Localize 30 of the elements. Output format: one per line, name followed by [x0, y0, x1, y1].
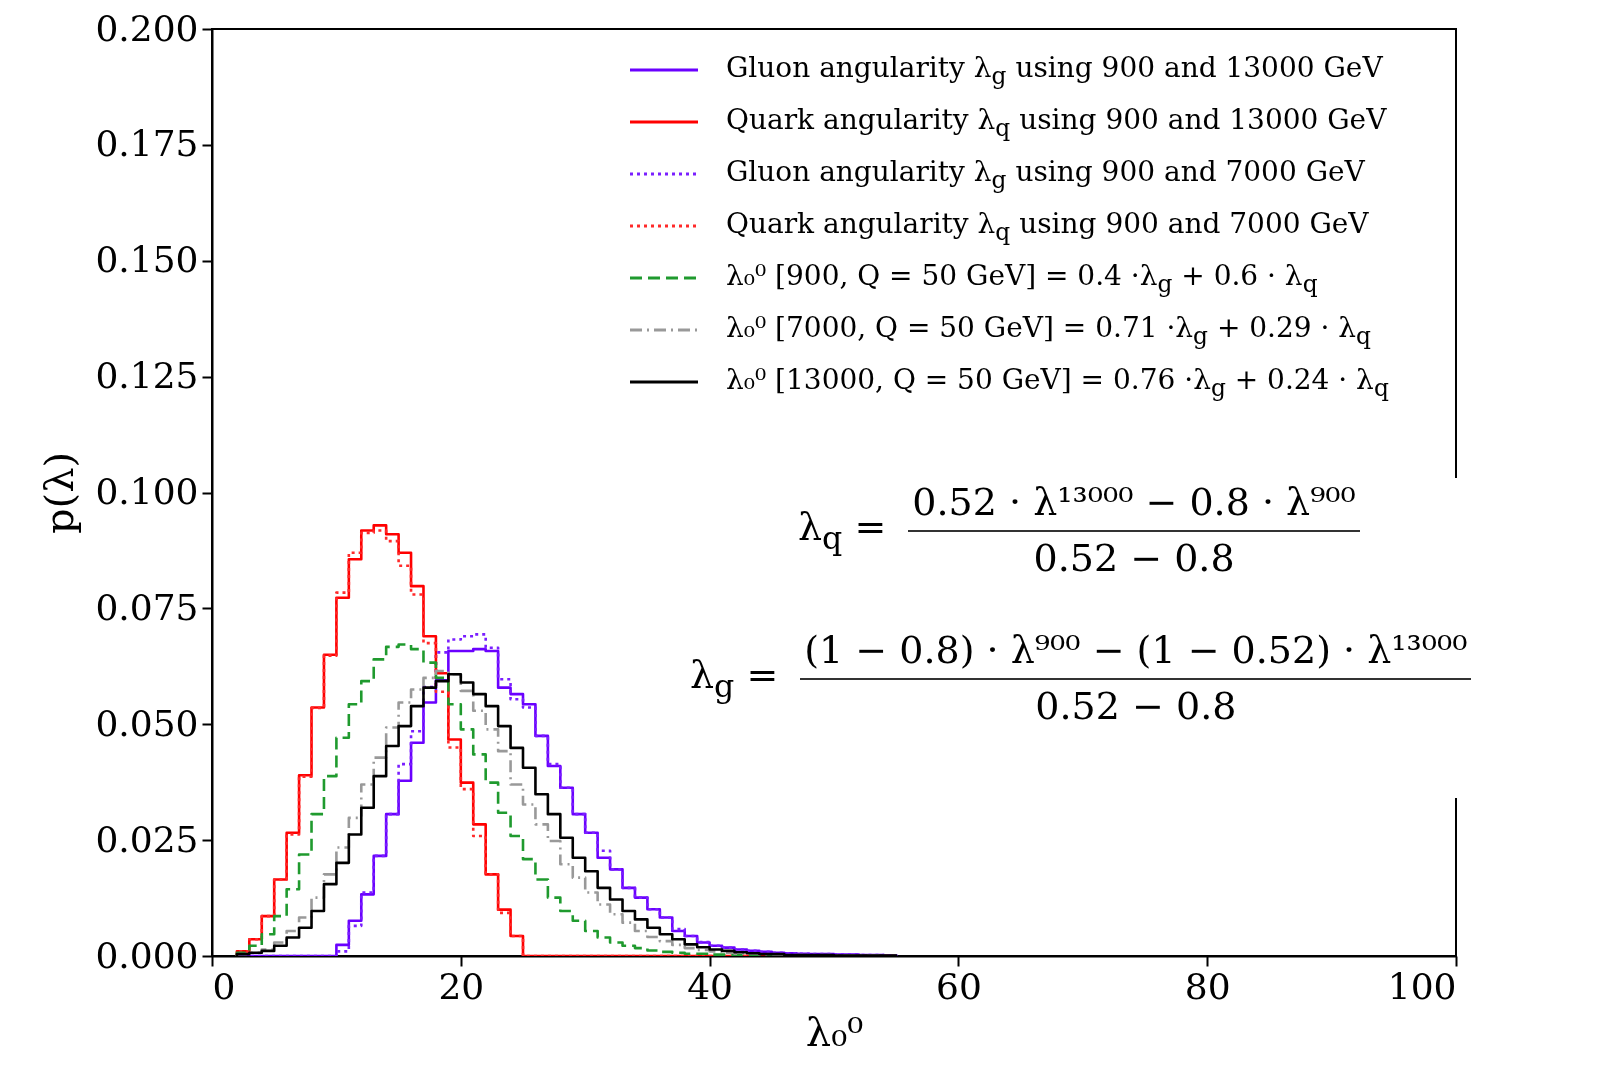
legend-label: λ₀⁰ [900, Q = 50 GeV] = 0.4 ·λ$_{g}$ + 0.6 · λ$_{q}$ — [726, 258, 1318, 298]
annotation: (1 − 0.8) · λ⁹⁰⁰ − (1 − 0.52) · λ¹³⁰⁰⁰ — [800, 628, 1472, 680]
y-tick-label: 0.100 — [95, 471, 199, 512]
annotation: λ$_{g}$ = — [690, 652, 779, 704]
annotation: 0.52 · λ¹³⁰⁰⁰ − 0.8 · λ⁹⁰⁰ — [908, 480, 1360, 532]
legend-label: Gluon angularity λ$_{g}$ using 900 and 7000 GeV — [726, 154, 1365, 194]
legend-label: Quark angularity λ$_{q}$ using 900 and 7000 GeV — [726, 206, 1369, 246]
annotation: λ$_{q}$ = — [798, 504, 887, 556]
y-tick-label: 0.150 — [95, 239, 199, 281]
y-axis-title: p(λ) — [36, 451, 83, 535]
y-tick-label: 0.000 — [95, 934, 199, 976]
x-tick-label: 100 — [1387, 965, 1457, 1007]
y-tick-label: 0.075 — [95, 586, 199, 628]
y-tick-label: 0.025 — [95, 818, 199, 860]
legend-label: Gluon angularity λ$_{g}$ using 900 and 13000 GeV — [726, 50, 1383, 90]
y-tick-label: 0.200 — [95, 7, 199, 49]
legend-label: λ₀⁰ [13000, Q = 50 GeV] = 0.76 ·λ$_{g}$ + 0.24 · λ$_{q}$ — [726, 362, 1389, 402]
x-tick-label: 0 — [212, 965, 236, 1007]
x-tick-label: 40 — [687, 965, 734, 1007]
y-tick-label: 0.125 — [95, 355, 199, 397]
legend-label: λ₀⁰ [7000, Q = 50 GeV] = 0.71 ·λ$_{g}$ + 0.29 · λ$_{q}$ — [726, 310, 1371, 350]
annotation: 0.52 − 0.8 — [1033, 535, 1235, 580]
legend-label: Quark angularity λ$_{q}$ using 900 and 13000 GeV — [726, 102, 1387, 142]
annotation: 0.52 − 0.8 — [1035, 683, 1237, 728]
x-tick-label: 60 — [935, 965, 982, 1007]
y-tick-label: 0.175 — [95, 123, 199, 165]
y-tick-label: 0.050 — [95, 702, 199, 744]
x-axis-title: λ₀⁰ — [805, 1008, 864, 1055]
x-tick-label: 20 — [438, 965, 485, 1007]
x-tick-label: 80 — [1184, 965, 1231, 1007]
